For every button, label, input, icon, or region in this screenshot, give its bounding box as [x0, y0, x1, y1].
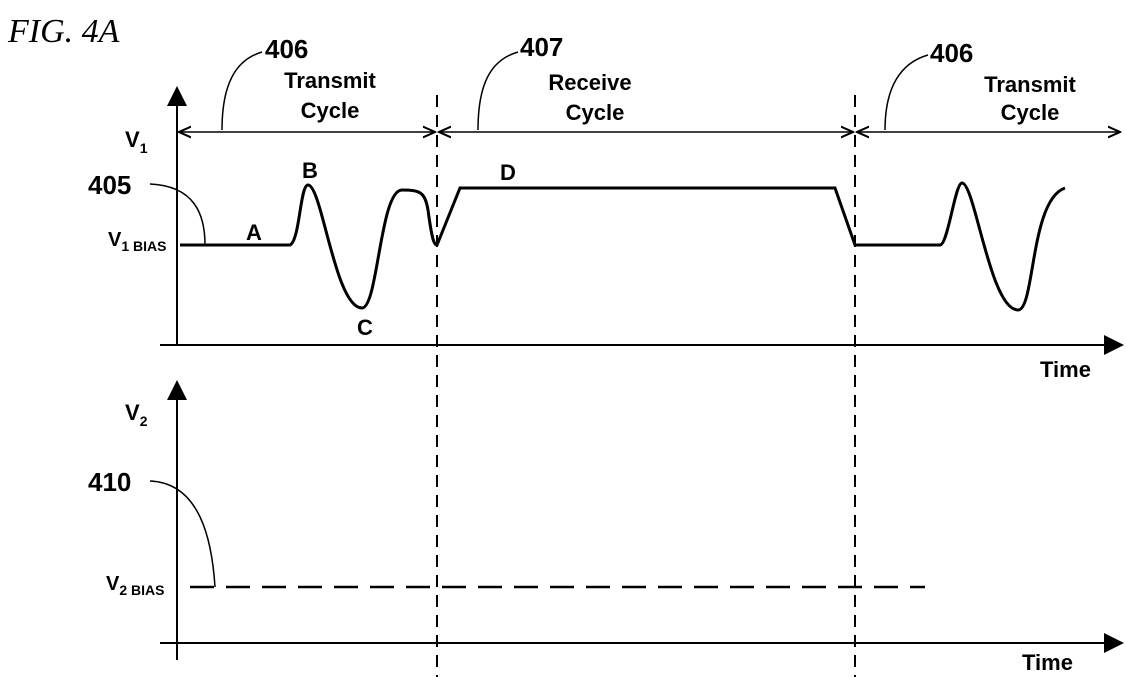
- cycle-label: Receive: [548, 70, 631, 95]
- cycle-label: Cycle: [301, 98, 360, 123]
- cycle-label: Cycle: [566, 100, 625, 125]
- x-label: Time: [1040, 357, 1091, 382]
- ref-number: 405: [88, 170, 131, 200]
- point-label: C: [357, 315, 373, 340]
- point-label: B: [302, 158, 318, 183]
- y-label: V2: [125, 400, 148, 429]
- point-label: A: [246, 220, 262, 245]
- figure-title: FIG. 4A: [7, 13, 120, 50]
- cycle-label: Transmit: [984, 72, 1076, 97]
- waveform: [180, 181, 1066, 312]
- bias-label: V1 BIAS: [108, 229, 166, 254]
- leader: [884, 54, 929, 131]
- leader: [477, 51, 519, 131]
- leader: [149, 183, 206, 246]
- leader: [149, 480, 216, 588]
- cycle-label: Transmit: [284, 68, 376, 93]
- ref-number: 406: [265, 34, 308, 64]
- point-label: D: [500, 160, 516, 185]
- ref-number: 410: [88, 467, 131, 497]
- y-label: V1: [125, 127, 148, 156]
- x-label: Time: [1022, 650, 1073, 675]
- ref-number: 407: [520, 32, 563, 62]
- bias-label: V2 BIAS: [106, 573, 164, 598]
- cycle-label: Cycle: [1001, 100, 1060, 125]
- ref-number: 406: [930, 38, 973, 68]
- leader: [221, 51, 263, 131]
